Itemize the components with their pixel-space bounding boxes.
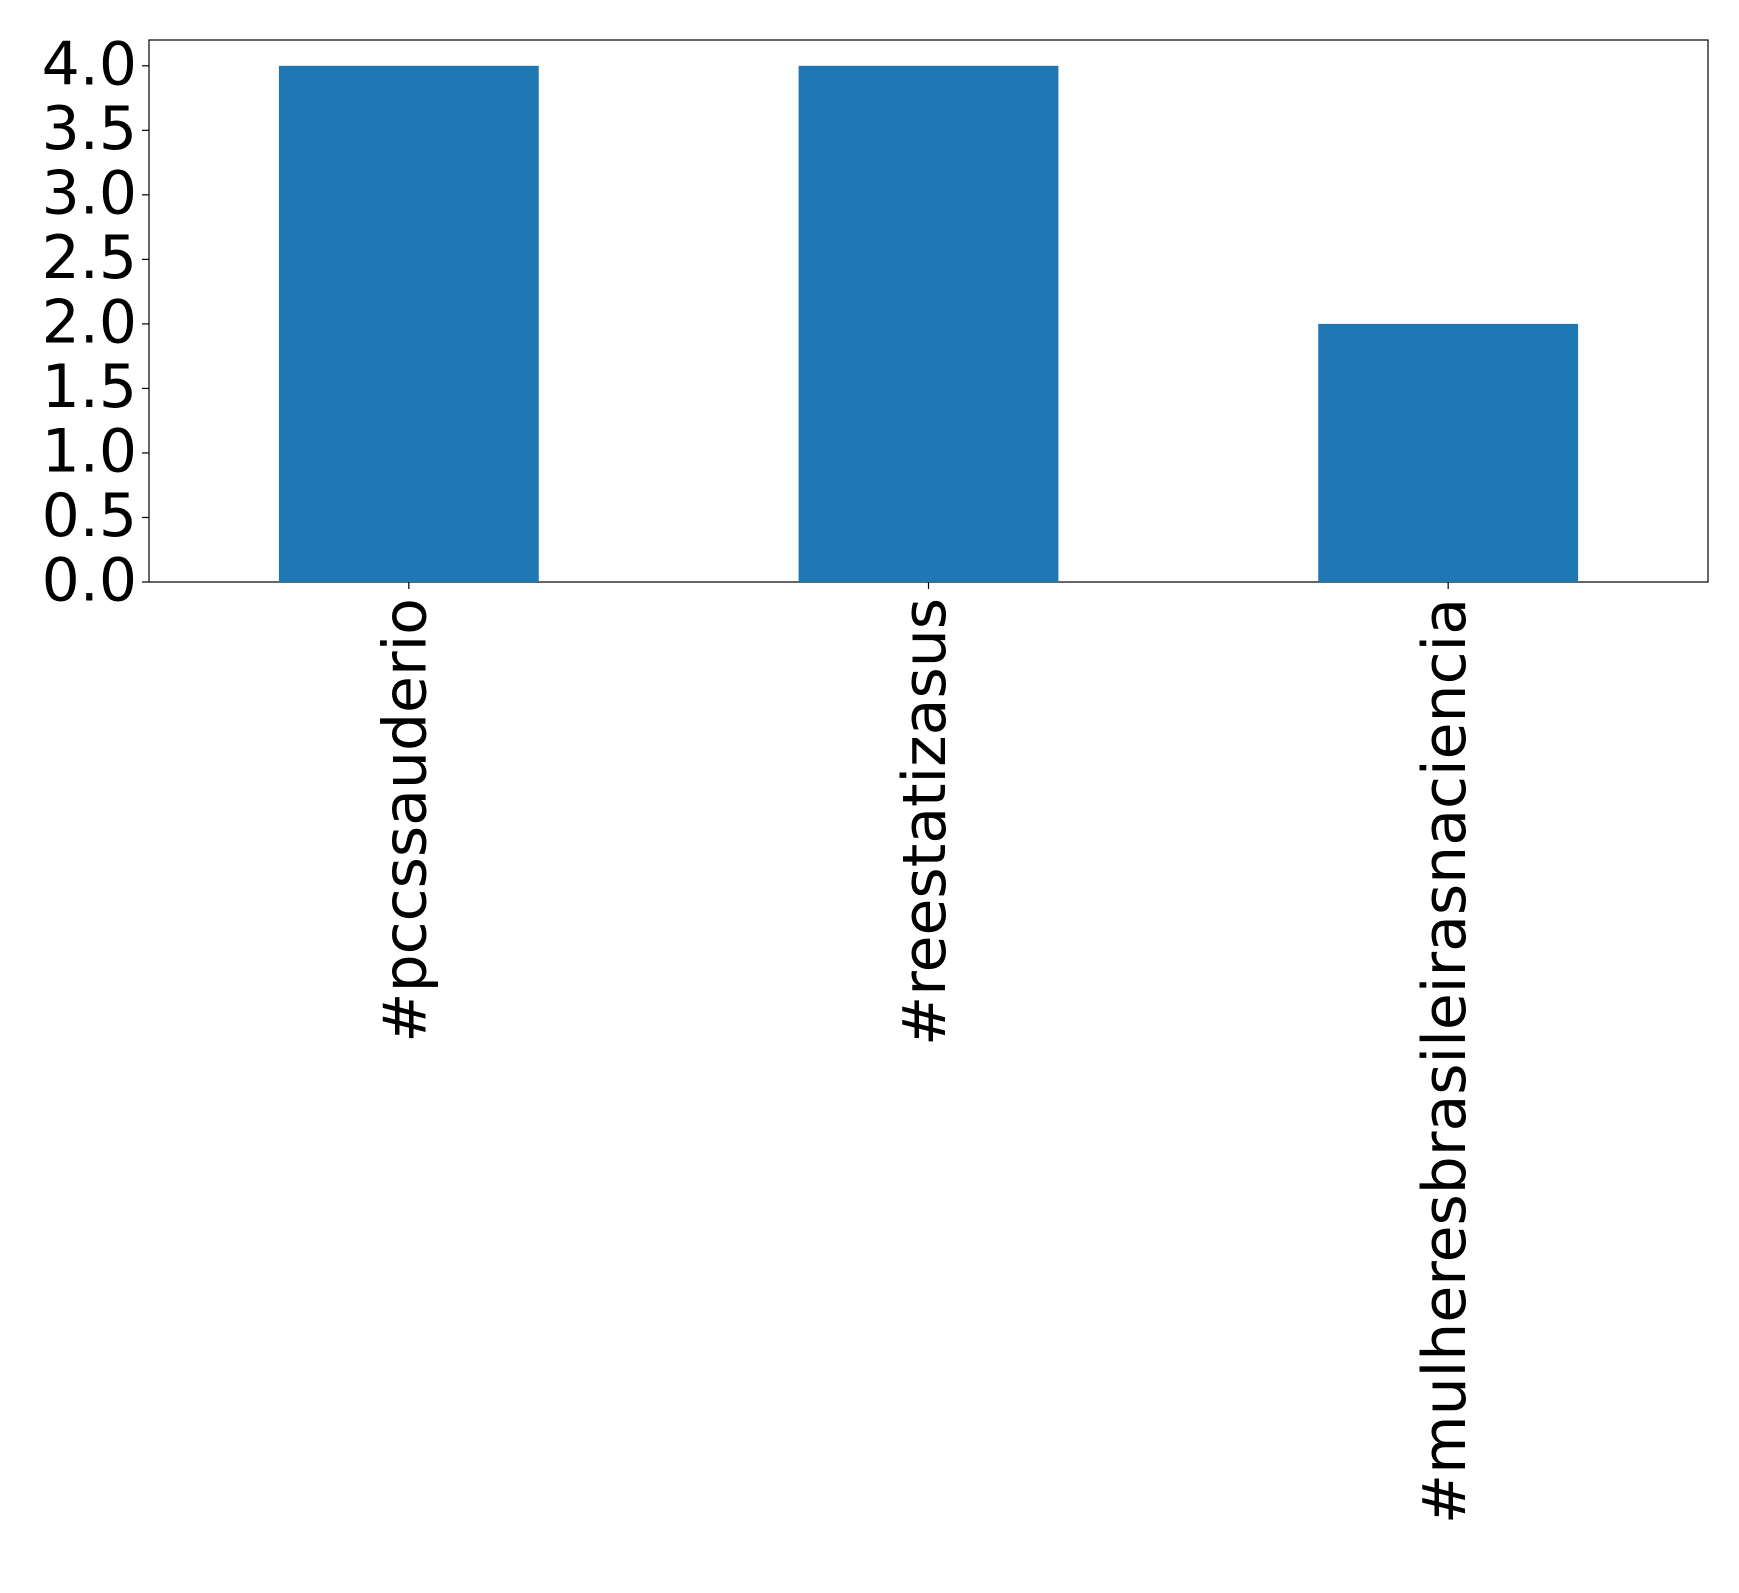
x-tick-label: #mulheresbrasileirasnaciencia — [1410, 598, 1480, 1524]
bar — [1318, 323, 1579, 582]
bar — [278, 65, 539, 583]
y-tick-label: 2.0 — [42, 287, 137, 357]
y-tick-label: 2.5 — [42, 223, 137, 293]
y-tick-label: 3.0 — [42, 158, 137, 228]
y-tick-label: 4.0 — [42, 29, 137, 99]
y-tick-label: 1.0 — [42, 417, 137, 487]
y-tick-label: 3.5 — [42, 94, 137, 164]
bar — [798, 65, 1059, 583]
y-tick-label: 0.5 — [42, 481, 137, 551]
y-tick-label: 0.0 — [42, 546, 137, 616]
y-tick-label: 1.5 — [42, 352, 137, 422]
x-tick-label: #reestatizasus — [890, 598, 960, 1046]
x-tick-label: #pccssauderio — [370, 598, 440, 1043]
